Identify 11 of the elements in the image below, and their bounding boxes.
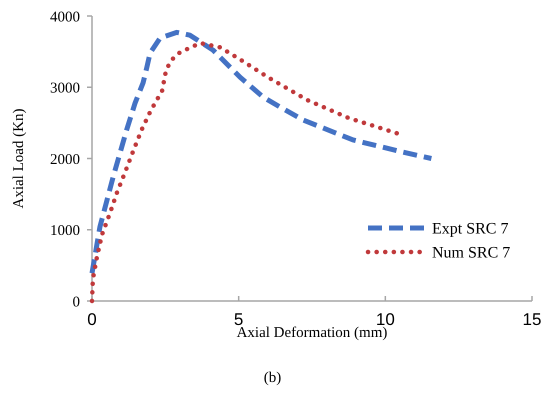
legend-label: Num SRC 7 xyxy=(432,244,510,262)
text: (b) xyxy=(264,370,282,386)
y-tick-label: 1000 xyxy=(50,223,80,239)
legend-label: Expt SRC 7 xyxy=(432,220,508,238)
x-tick-label: 0 xyxy=(87,310,97,329)
y-tick-label: 4000 xyxy=(50,9,80,26)
y-tick-label: 2000 xyxy=(50,152,80,168)
y-axis-title: Axial Load (Kn) xyxy=(11,108,27,208)
y-tick-label: 3000 xyxy=(50,80,80,96)
x-tick-label: 15 xyxy=(522,310,542,329)
y-tick-label: 0 xyxy=(72,294,80,310)
